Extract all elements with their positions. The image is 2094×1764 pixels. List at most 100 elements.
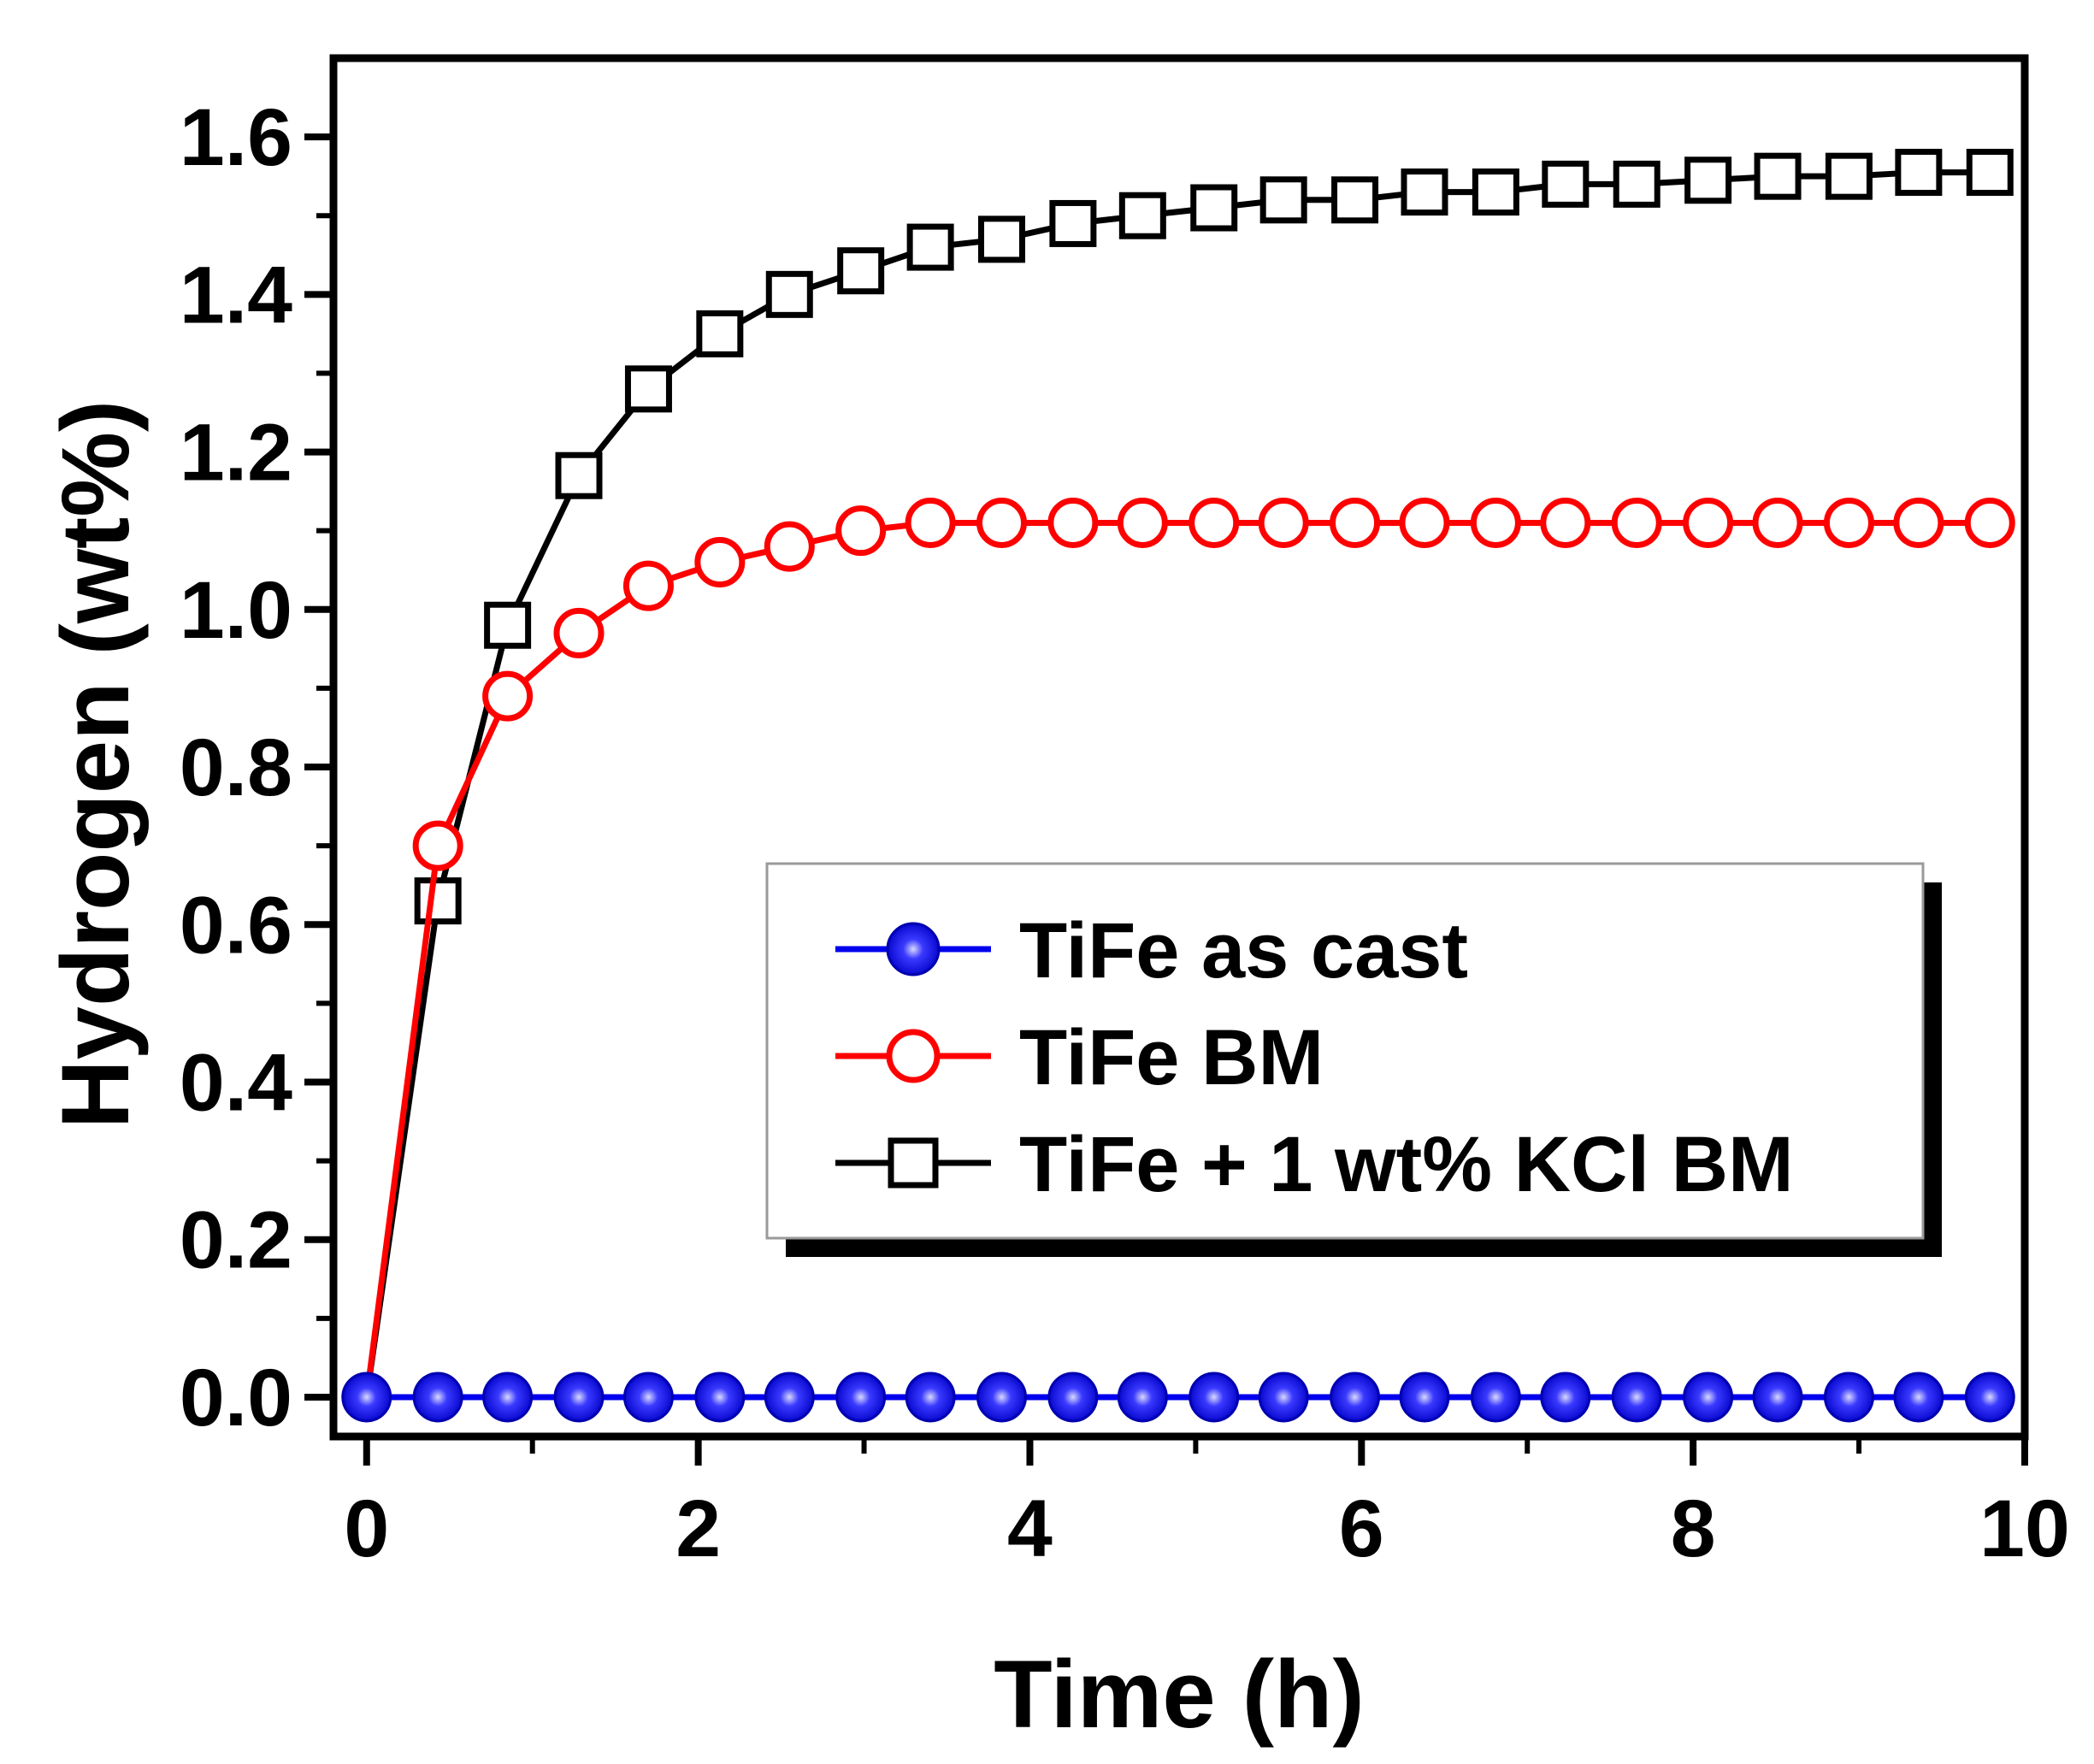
x-tick-label: 6 xyxy=(1339,1484,1384,1574)
data-point xyxy=(1683,1372,1734,1423)
data-point xyxy=(484,601,532,649)
series-tife-1-wt-kcl-bm xyxy=(363,149,2014,1398)
legend-label: TiFe + 1 wt% KCl BM xyxy=(1019,1121,1794,1208)
data-point xyxy=(622,560,674,611)
data-point xyxy=(1330,1372,1381,1423)
data-point xyxy=(1117,1372,1168,1423)
data-point xyxy=(1399,497,1450,548)
data-point xyxy=(906,223,954,271)
data-point xyxy=(555,451,603,499)
data-point xyxy=(553,1372,605,1423)
data-point xyxy=(1259,176,1307,224)
data-point xyxy=(1470,1372,1521,1423)
data-point xyxy=(1401,168,1448,216)
data-point xyxy=(837,247,885,295)
x-tick-label: 10 xyxy=(1979,1484,2070,1574)
data-point xyxy=(1472,168,1519,216)
y-tick-label: 0.8 xyxy=(180,723,292,813)
data-point xyxy=(764,521,815,572)
data-point xyxy=(553,607,605,658)
y-tick-label: 0.6 xyxy=(180,880,292,970)
data-point xyxy=(1613,160,1660,208)
data-point xyxy=(765,270,813,318)
data-point xyxy=(1964,497,2015,548)
data-point xyxy=(976,1372,1028,1423)
data-point xyxy=(1823,1372,1874,1423)
plot-series xyxy=(341,149,2015,1423)
data-point xyxy=(1470,497,1521,548)
data-point xyxy=(1189,1372,1240,1423)
legend-swatch-marker xyxy=(886,1029,941,1083)
data-point xyxy=(905,1372,956,1423)
data-point xyxy=(1047,1372,1099,1423)
data-point xyxy=(1754,152,1802,200)
x-axis-title: Time (h) xyxy=(994,1641,1365,1748)
data-point xyxy=(764,1372,815,1423)
data-point xyxy=(414,877,462,925)
plot-frame xyxy=(329,54,2029,1441)
legend: TiFe as cast TiFe BM TiFe + 1 wt% KCl BM xyxy=(765,862,1942,1257)
data-point xyxy=(341,1372,392,1423)
y-tick-label: 1.2 xyxy=(180,408,292,499)
legend-label: TiFe BM xyxy=(1019,1014,1324,1101)
data-point xyxy=(1684,156,1732,204)
series-tife-as-cast xyxy=(341,1372,2015,1423)
data-point xyxy=(1893,1372,1944,1423)
data-point xyxy=(1118,192,1166,239)
legend-swatch-marker xyxy=(886,922,941,976)
data-point xyxy=(1189,497,1240,548)
data-point xyxy=(1399,1372,1450,1423)
data-point xyxy=(1258,497,1309,548)
data-point xyxy=(1047,497,1099,548)
data-point xyxy=(978,215,1026,263)
data-point xyxy=(482,670,534,722)
data-point xyxy=(1752,1372,1803,1423)
data-point xyxy=(694,537,746,588)
data-point xyxy=(1117,497,1168,548)
data-point xyxy=(1966,149,2014,197)
series-tife-bm xyxy=(363,497,2015,1398)
legend-entry: TiFe as cast xyxy=(835,907,1468,994)
data-point xyxy=(622,1372,674,1423)
legend-box xyxy=(765,862,1925,1240)
data-point xyxy=(1542,160,1590,208)
x-tick-label: 4 xyxy=(1007,1484,1053,1574)
legend-swatch-marker xyxy=(888,1137,939,1189)
data-point xyxy=(1823,497,1874,548)
x-tick-label: 8 xyxy=(1671,1484,1716,1574)
y-tick-label: 0.0 xyxy=(180,1353,292,1443)
legend-entry: TiFe BM xyxy=(835,1014,1324,1101)
x-tick-label: 0 xyxy=(344,1484,389,1574)
data-point xyxy=(1964,1372,2015,1423)
data-point xyxy=(1540,1372,1591,1423)
data-point xyxy=(412,1372,463,1423)
data-point xyxy=(1540,497,1591,548)
legend-entry: TiFe + 1 wt% KCl BM xyxy=(835,1121,1794,1208)
legend-label: TiFe as cast xyxy=(1019,907,1468,994)
y-tick-label: 1.4 xyxy=(180,250,292,340)
data-point xyxy=(1611,497,1662,548)
data-point xyxy=(976,497,1028,548)
data-point xyxy=(1258,1372,1309,1423)
data-point xyxy=(835,1372,887,1423)
y-tick-label: 1.6 xyxy=(180,92,292,183)
x-axis: 0 2 4 6 8 10 xyxy=(344,1437,2070,1574)
y-tick-label: 1.0 xyxy=(180,565,292,656)
data-point xyxy=(412,820,463,871)
data-point xyxy=(1895,149,1943,197)
y-tick-label: 0.4 xyxy=(180,1037,292,1128)
data-point xyxy=(1190,184,1238,232)
data-point xyxy=(1611,1372,1662,1423)
y-tick-label: 0.2 xyxy=(180,1195,292,1286)
data-point xyxy=(835,505,887,557)
data-point xyxy=(1331,176,1379,224)
y-axis: 0.0 0.2 0.4 0.6 0.8 1.0 1.2 1.4 1.6 xyxy=(180,92,333,1443)
x-tick-label: 2 xyxy=(675,1484,721,1574)
y-axis-title: Hydrogen (wt%) xyxy=(42,400,149,1129)
data-point xyxy=(1893,497,1944,548)
data-point xyxy=(624,365,672,413)
data-point xyxy=(1330,497,1381,548)
data-point xyxy=(696,310,744,357)
data-point xyxy=(1752,497,1803,548)
